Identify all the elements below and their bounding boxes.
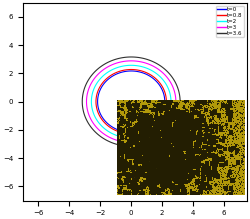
Legend: t=0, t=0.8, t=2, t=3, t=3.6: t=0, t=0.8, t=2, t=3, t=3.6 <box>216 5 244 37</box>
